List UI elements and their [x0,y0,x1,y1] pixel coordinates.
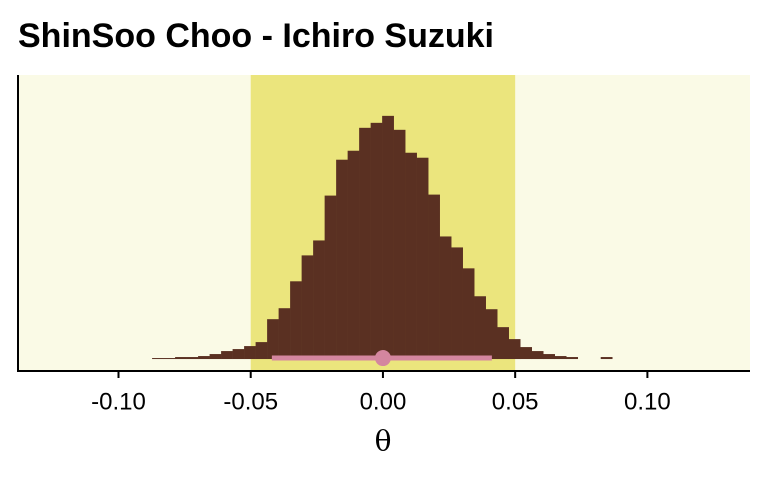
bar [278,308,291,360]
bar [301,255,314,360]
x-tick-label: 0.00 [360,388,407,415]
bar [267,319,279,360]
bar [152,358,164,360]
bar [255,342,268,360]
bar [485,309,498,360]
bar [209,354,222,360]
bar [244,346,256,360]
bar [221,351,233,360]
x-tick-label: -0.05 [223,388,278,415]
bar [347,150,360,360]
x-axis-label: θ [375,425,392,458]
bar [543,354,556,360]
bar [290,281,302,360]
bar [462,268,475,360]
bar [451,247,463,360]
bar [324,195,337,360]
chart-title: ShinSoo Choo - Ichiro Suzuki [18,17,494,55]
x-tick-label: -0.10 [91,388,146,415]
bar [313,240,325,360]
x-tick-label: 0.05 [492,388,539,415]
bar [566,357,579,360]
bar [554,356,567,360]
bar [405,152,417,360]
bar [359,127,371,360]
bar [497,327,509,360]
bar [186,357,199,360]
bar [600,357,613,360]
bar [336,159,348,360]
bar [508,339,521,360]
bar [163,358,176,360]
bar [393,129,406,360]
bar [175,357,187,360]
bar [370,122,383,360]
x-tick-label: 0.10 [624,388,671,415]
point-estimate [374,350,391,367]
bar [531,351,544,360]
bar [198,356,210,360]
bar [416,157,429,360]
bar [232,349,245,360]
bar [474,296,486,360]
bar [439,236,452,360]
bar [520,347,532,360]
bar [428,194,440,360]
bar [382,115,394,360]
